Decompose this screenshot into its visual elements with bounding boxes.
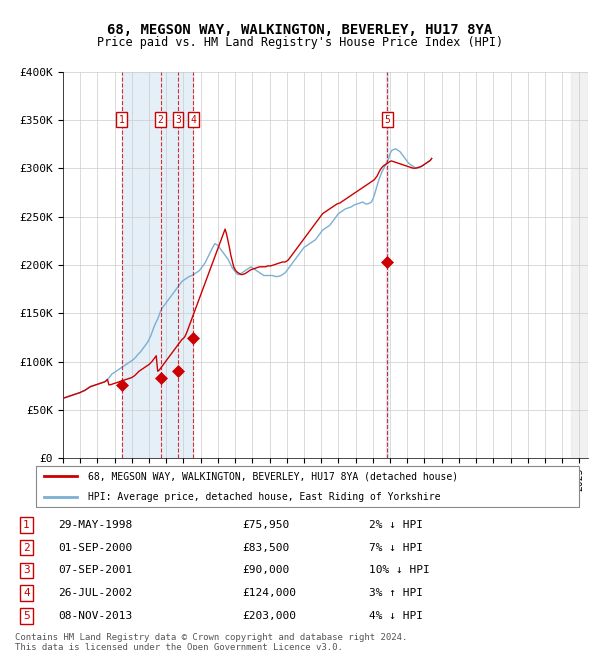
Text: Price paid vs. HM Land Registry's House Price Index (HPI): Price paid vs. HM Land Registry's House …: [97, 36, 503, 49]
Text: £124,000: £124,000: [242, 588, 296, 598]
Text: 3: 3: [175, 115, 181, 125]
Text: 2: 2: [23, 543, 30, 552]
Text: 07-SEP-2001: 07-SEP-2001: [58, 566, 133, 575]
Text: 5: 5: [385, 115, 390, 125]
Text: 26-JUL-2002: 26-JUL-2002: [58, 588, 133, 598]
Text: 2% ↓ HPI: 2% ↓ HPI: [369, 520, 423, 530]
Text: 1: 1: [119, 115, 125, 125]
Text: £83,500: £83,500: [242, 543, 290, 552]
Text: 4: 4: [190, 115, 196, 125]
Text: £75,950: £75,950: [242, 520, 290, 530]
Text: 10% ↓ HPI: 10% ↓ HPI: [369, 566, 430, 575]
Text: 3% ↑ HPI: 3% ↑ HPI: [369, 588, 423, 598]
Text: 1: 1: [23, 520, 30, 530]
Text: 2: 2: [158, 115, 164, 125]
Text: 29-MAY-1998: 29-MAY-1998: [58, 520, 133, 530]
Bar: [386, 72, 388, 458]
Text: Contains HM Land Registry data © Crown copyright and database right 2024.: Contains HM Land Registry data © Crown c…: [15, 633, 407, 642]
Text: 68, MEGSON WAY, WALKINGTON, BEVERLEY, HU17 8YA: 68, MEGSON WAY, WALKINGTON, BEVERLEY, HU…: [107, 23, 493, 37]
Text: 4: 4: [23, 588, 30, 598]
Text: 08-NOV-2013: 08-NOV-2013: [58, 611, 133, 621]
Text: 7% ↓ HPI: 7% ↓ HPI: [369, 543, 423, 552]
Text: 3: 3: [23, 566, 30, 575]
Text: £90,000: £90,000: [242, 566, 290, 575]
Text: 68, MEGSON WAY, WALKINGTON, BEVERLEY, HU17 8YA (detached house): 68, MEGSON WAY, WALKINGTON, BEVERLEY, HU…: [88, 471, 458, 482]
Text: 4% ↓ HPI: 4% ↓ HPI: [369, 611, 423, 621]
Text: HPI: Average price, detached house, East Riding of Yorkshire: HPI: Average price, detached house, East…: [88, 492, 440, 502]
Text: 5: 5: [23, 611, 30, 621]
Text: This data is licensed under the Open Government Licence v3.0.: This data is licensed under the Open Gov…: [15, 644, 343, 650]
FancyBboxPatch shape: [36, 466, 579, 506]
Text: 01-SEP-2000: 01-SEP-2000: [58, 543, 133, 552]
Bar: [122, 72, 193, 458]
Text: £203,000: £203,000: [242, 611, 296, 621]
Bar: [571, 72, 588, 458]
